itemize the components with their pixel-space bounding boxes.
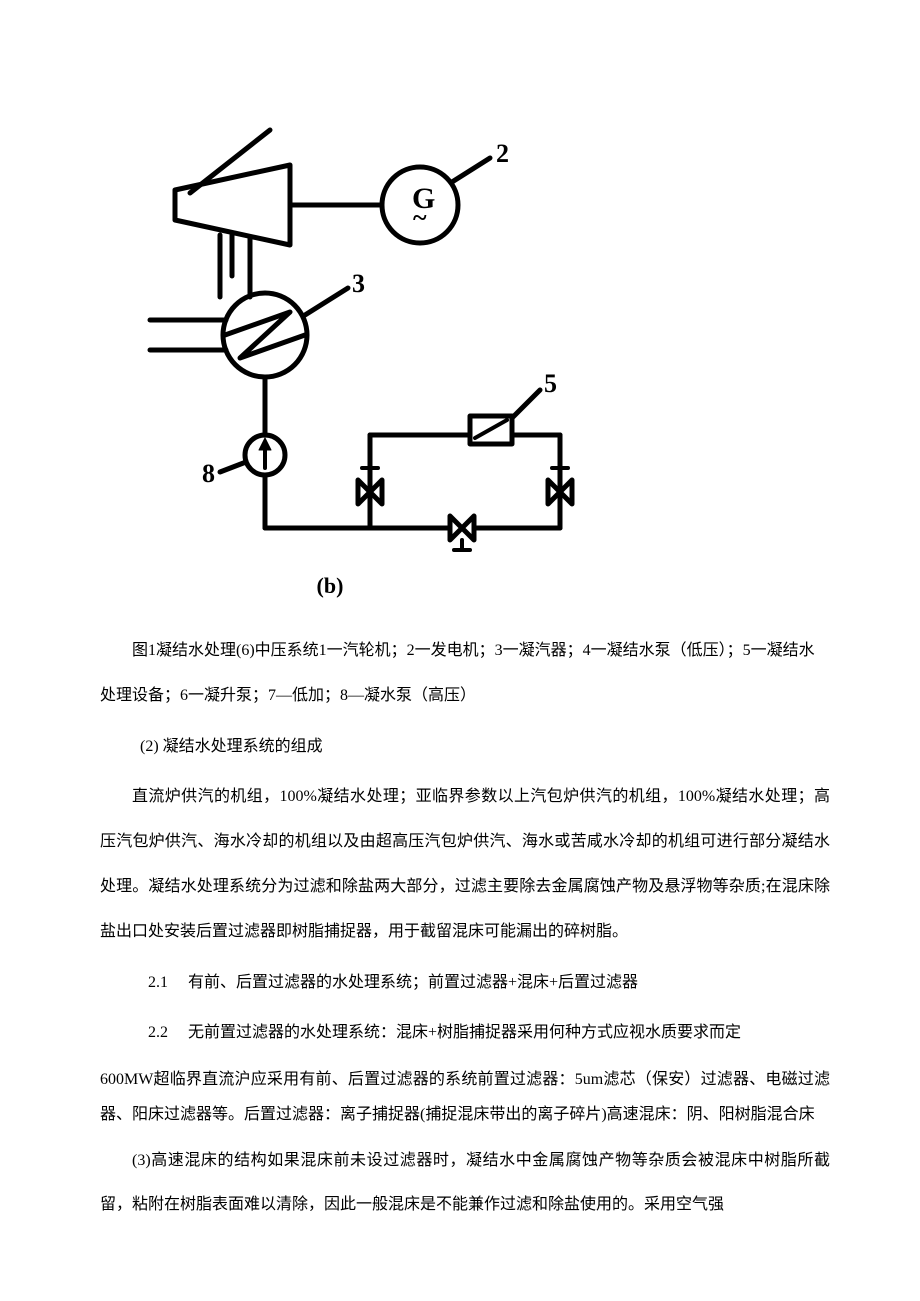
label-5: 5 [544, 369, 557, 398]
turbine-handle [190, 130, 270, 193]
section-3-body: (3)高速混床的结构如果混床前未设过滤器时，凝结水中金属腐蚀产物等杂质会被混床中… [100, 1139, 830, 1229]
leader-3 [305, 288, 348, 315]
leader-5 [512, 390, 540, 418]
label-3: 3 [352, 269, 365, 298]
generator-tilde: ~ [413, 203, 427, 232]
label-8: 8 [202, 459, 215, 488]
paragraph-600mw: 600MW超临界直流沪应采用有前、后置过滤器的系统前置过滤器：5um滤芯（保安）… [100, 1062, 830, 1132]
leader-8 [220, 462, 246, 472]
diagram-sublabel: (b) [120, 573, 540, 599]
subsection-2-1: 2.1 有前、后置过滤器的水处理系统；前置过滤器+混床+后置过滤器 [100, 961, 830, 1006]
label-2: 2 [496, 139, 509, 168]
pump-arrow-head [259, 438, 271, 450]
valve-bottom [450, 516, 474, 550]
diagram-container: G ~ 2 3 5 8 (b) [120, 60, 830, 599]
system-diagram: G ~ 2 3 5 8 [120, 60, 580, 560]
figure-caption: 图1凝结水处理(6)中压系统1一汽轮机；2一发电机；3一凝汽器；4一凝结水泵（低… [100, 629, 830, 719]
subsection-2-2: 2.2 无前置过滤器的水处理系统：混床+树脂捕捉器采用何种方式应视水质要求而定 [100, 1011, 830, 1056]
condenser-zigzag [225, 312, 305, 358]
section-2-body: 直流炉供汽的机组，100%凝结水处理；亚临界参数以上汽包炉供汽的机组，100%凝… [100, 775, 830, 954]
leader-2 [452, 158, 490, 182]
section-2-title: (2) 凝结水处理系统的组成 [100, 725, 830, 770]
